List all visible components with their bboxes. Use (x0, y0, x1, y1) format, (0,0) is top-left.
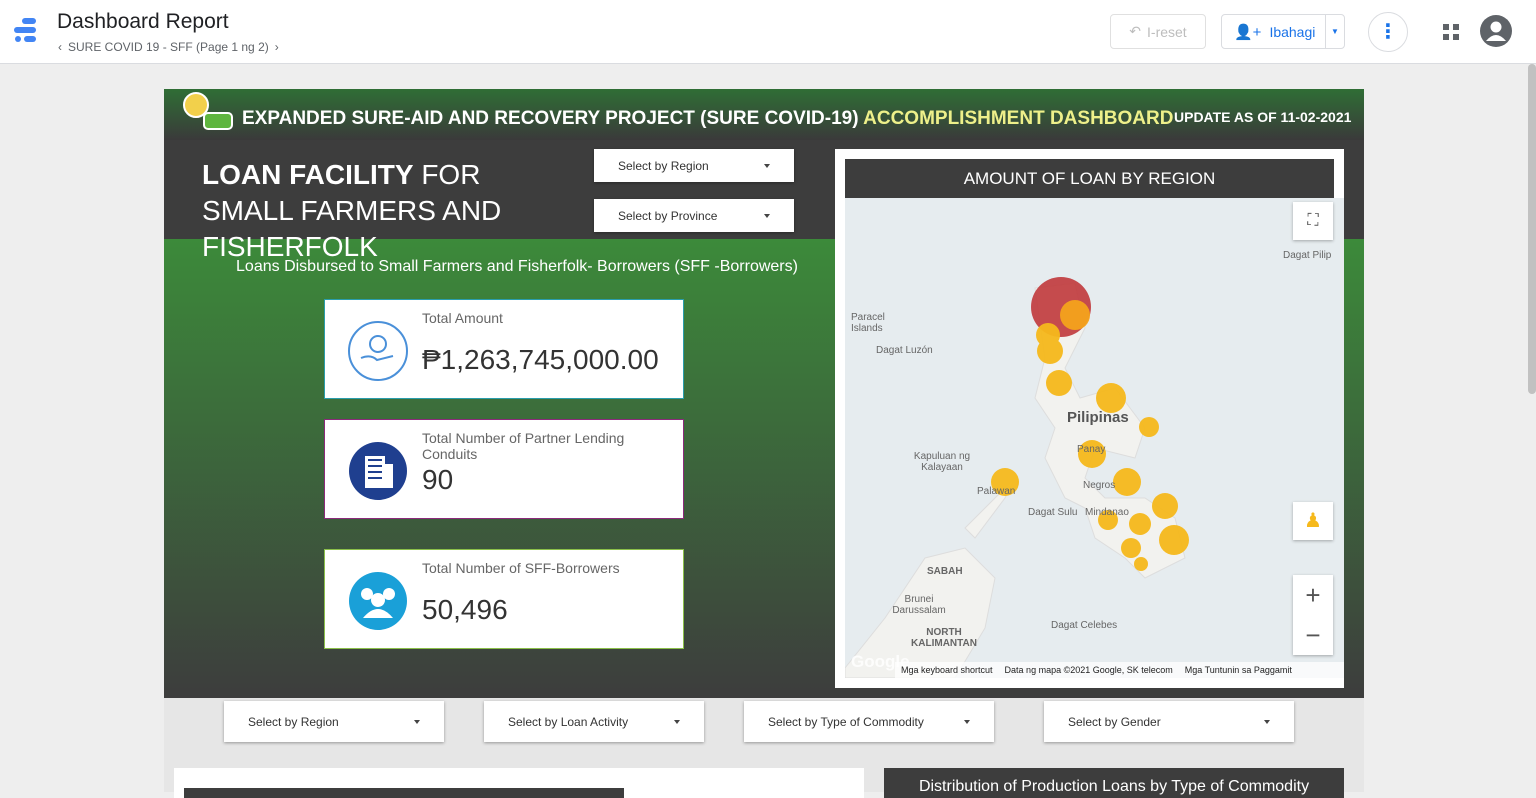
filter-label: Select by Loan Activity (508, 714, 629, 729)
map-footer-link[interactable]: Mga Tuntunin sa Paggamit (1184, 665, 1292, 675)
fullscreen-button[interactable]: ⛶ (1293, 202, 1333, 240)
report-title: Dashboard Report (57, 10, 229, 33)
map-label: Brunei Darussalam (892, 594, 946, 616)
map-footer-link[interactable]: Mga keyboard shortcut (901, 665, 993, 675)
reset-button[interactable]: ↶ I-reset (1110, 14, 1206, 49)
lower-right-title: Distribution of Production Loans by Type… (884, 768, 1344, 798)
share-label: Ibahagi (1269, 23, 1316, 40)
map-label: Kapuluan ng Kalayaan (913, 451, 971, 473)
scrollbar[interactable] (1528, 64, 1536, 394)
lower-left-panel (174, 768, 864, 798)
filter-label: Select by Type of Commodity (768, 714, 924, 729)
map-label: Dagat Celebes (1051, 620, 1118, 631)
kpi-subtitle: Loans Disbursed to Small Farmers and Fis… (236, 258, 798, 275)
account-icon[interactable] (1480, 15, 1512, 47)
kpi-icon (349, 442, 407, 500)
more-button[interactable]: ⋮ (1368, 12, 1408, 52)
map-label: NORTH KALIMANTAN (911, 627, 977, 649)
kpi-label: Total Number of Partner Lending Conduits (422, 430, 625, 462)
banner: EXPANDED SURE-AID AND RECOVERY PROJECT (… (164, 89, 1364, 140)
kpi-value: ₱1,263,745,000.00 (422, 344, 659, 375)
section-title: LOAN FACILITY FOR SMALL FARMERS AND FISH… (202, 157, 562, 265)
kpi-icon (348, 321, 408, 381)
map-label: Dagat Sulu (1028, 507, 1078, 518)
region-filter[interactable]: Select by Region (594, 149, 794, 182)
breadcrumb: ‹ SURE COVID 19 - SFF (Page 1 ng 2) › (58, 40, 279, 54)
map-label: Palawan (977, 486, 1016, 497)
street-view-button[interactable]: ♟ (1293, 502, 1333, 540)
region-filter[interactable]: Select by Region (224, 701, 444, 742)
apps-icon[interactable] (1443, 24, 1459, 40)
prev-page[interactable]: ‹ (58, 40, 62, 54)
next-page[interactable]: › (274, 40, 279, 54)
google-logo: Google (851, 652, 910, 671)
map-label: Pilipinas (1067, 409, 1129, 426)
filter-label: Select by Region (248, 714, 339, 729)
reset-label: I-reset (1147, 23, 1187, 40)
map-footer: Mga keyboard shortcut Data ng mapa ©2021… (895, 662, 1344, 678)
banner-title-accent: ACCOMPLISHMENT DASHBOARD (863, 108, 1174, 129)
update-date: UPDATE AS OF 11-02-2021 (1174, 109, 1352, 125)
panel-header (184, 788, 624, 798)
filter-label: Select by Province (618, 208, 718, 223)
kpi-label: Total Amount (422, 310, 503, 326)
map-label: Paracel Islands (851, 312, 885, 334)
map-title: AMOUNT OF LOAN BY REGION (845, 159, 1334, 198)
gender-filter[interactable]: Select by Gender (1044, 701, 1294, 742)
kpi-value: 50,496 (422, 594, 508, 625)
logo (14, 18, 36, 42)
kpi-label: Total Number of SFF-Borrowers (422, 560, 620, 576)
banner-title: EXPANDED SURE-AID AND RECOVERY PROJECT (… (242, 108, 1173, 130)
map-label: Dagat Luzón (876, 345, 933, 356)
report-canvas: EXPANDED SURE-AID AND RECOVERY PROJECT (… (164, 89, 1364, 798)
map-label: SABAH (927, 566, 963, 577)
zoom-controls[interactable]: + − (1293, 575, 1333, 655)
map-label: Negros (1083, 480, 1116, 491)
page-name[interactable]: SURE COVID 19 - SFF (Page 1 ng 2) (68, 40, 269, 54)
loan-activity-filter[interactable]: Select by Loan Activity (484, 701, 704, 742)
map-label: Mindanao (1085, 507, 1129, 518)
map[interactable]: Dagat Pilip Paracel Islands Dagat Luzón … (845, 198, 1344, 678)
filter-label: Select by Gender (1068, 714, 1161, 729)
top-bar: Dashboard Report ‹ SURE COVID 19 - SFF (… (0, 0, 1536, 64)
commodity-filter[interactable]: Select by Type of Commodity (744, 701, 994, 742)
filter-label: Select by Region (618, 158, 709, 173)
section-title-rest: FOR SMALL FARMERS AND FISHERFOLK (202, 159, 502, 262)
section-title-bold: LOAN FACILITY (202, 159, 414, 190)
kpi-card: Total Number of Partner Lending Conduits… (324, 419, 684, 519)
province-filter[interactable]: Select by Province (594, 199, 794, 232)
kpi-icon (349, 572, 407, 630)
kpi-card: Total Amount ₱1,263,745,000.00 (324, 299, 684, 399)
share-button[interactable]: 👤+ Ibahagi ▼ (1221, 14, 1345, 49)
banner-title-main: EXPANDED SURE-AID AND RECOVERY PROJECT (… (242, 108, 859, 129)
map-panel: AMOUNT OF LOAN BY REGION Dagat Pilip Par… (835, 149, 1344, 688)
map-attribution: Data ng mapa ©2021 Google, SK telecom (1004, 665, 1173, 675)
kpi-card: Total Number of SFF-Borrowers 50,496 (324, 549, 684, 649)
map-land (845, 277, 1189, 678)
banner-logo (183, 92, 233, 130)
kpi-value: 90 (422, 464, 454, 495)
map-label: Dagat Pilip (1283, 250, 1332, 261)
map-label: Panay (1077, 444, 1106, 455)
